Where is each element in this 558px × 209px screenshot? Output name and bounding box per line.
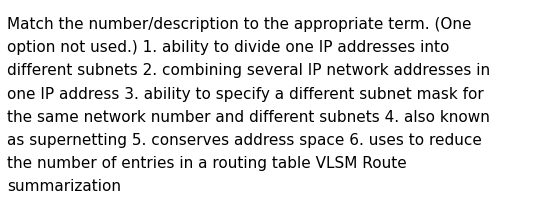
Text: the same network number and different subnets 4. also known: the same network number and different su… (7, 110, 490, 125)
Text: summarization: summarization (7, 179, 121, 194)
Text: different subnets 2. combining several IP network addresses in: different subnets 2. combining several I… (7, 63, 490, 78)
Text: as supernetting 5. conserves address space 6. uses to reduce: as supernetting 5. conserves address spa… (7, 133, 482, 148)
Text: option not used.) 1. ability to divide one IP addresses into: option not used.) 1. ability to divide o… (7, 40, 450, 55)
Text: Match the number/description to the appropriate term. (One: Match the number/description to the appr… (7, 17, 472, 32)
Text: one IP address 3. ability to specify a different subnet mask for: one IP address 3. ability to specify a d… (7, 87, 484, 102)
Text: the number of entries in a routing table VLSM Route: the number of entries in a routing table… (7, 156, 407, 171)
